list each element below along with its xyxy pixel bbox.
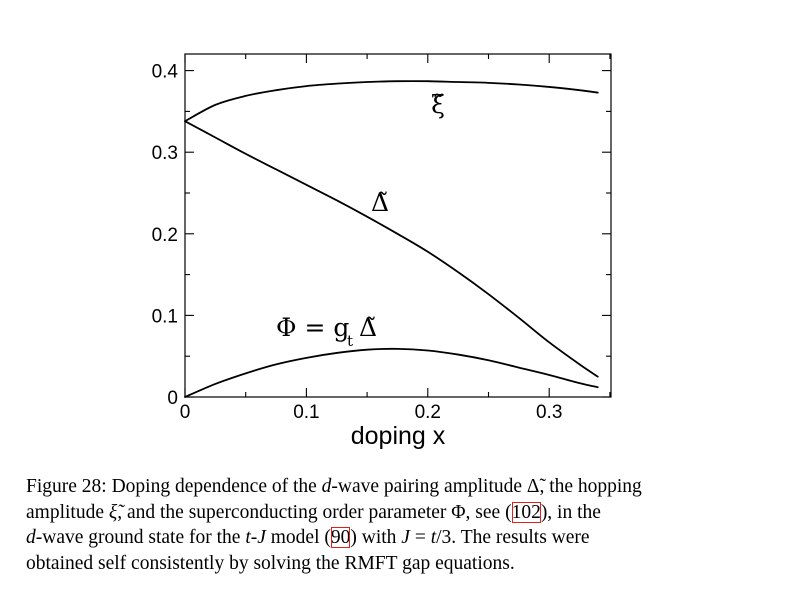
caption-text: ) with	[350, 527, 402, 548]
caption-text: ), in the	[540, 501, 601, 523]
citation-link-102[interactable]: 102	[511, 501, 541, 523]
caption-line-4: obtained self consistently by solving th…	[26, 552, 515, 574]
axis-tick-labels: 0 0.1 0.2 0.3 0 0.1 0.2 0.3 0.4	[152, 62, 563, 423]
plot-frame	[184, 53, 612, 398]
caption-text: model (	[265, 527, 331, 548]
curve-label-delta: Δ̃	[371, 188, 389, 217]
caption-text: , and the superconducting order paramete…	[117, 501, 512, 523]
y-tick-label: 0	[167, 388, 178, 409]
curve-label-xi: ξ̃	[431, 90, 445, 119]
caption-italic: J	[401, 527, 410, 548]
caption-italic: J	[257, 527, 266, 548]
caption-italic: t	[245, 527, 251, 548]
x-tick-label: 0.1	[293, 402, 319, 423]
axis-ticks	[184, 54, 611, 398]
caption-italic: t	[430, 527, 437, 548]
curve-label-phi: Φ = g t Δ̃	[276, 313, 377, 350]
series-delta-curve	[184, 120, 599, 378]
x-tick-label: 0	[180, 402, 191, 423]
caption-text: Figure 28: Doping dependence of the	[26, 476, 322, 497]
x-axis-title: doping x	[351, 422, 446, 450]
caption-italic: d	[321, 476, 332, 497]
caption-text: amplitude	[26, 501, 109, 523]
caption-line-3: d-wave ground state for the t-J model (9…	[26, 525, 742, 551]
figure-caption: Figure 28: Doping dependence of the d-wa…	[26, 474, 742, 576]
y-tick-label: 0.4	[152, 62, 179, 83]
citation-link-90[interactable]: 90	[330, 527, 351, 548]
caption-text: -wave ground state for the	[35, 527, 246, 548]
caption-line-2: amplitude ξ̃, and the superconducting or…	[26, 500, 742, 526]
caption-text: =	[409, 527, 431, 548]
caption-text: -wave pairing amplitude Δ̃, the hopping	[331, 476, 642, 497]
caption-text: -	[250, 527, 258, 548]
caption-italic: d	[26, 527, 36, 548]
y-tick-label: 0.3	[152, 143, 178, 164]
series-xi-curve	[184, 80, 599, 123]
curve-label-phi-delta: Δ̃	[359, 313, 377, 342]
x-tick-label: 0.3	[536, 402, 562, 423]
x-tick-label: 0.2	[415, 402, 441, 423]
caption-italic: ξ̃	[108, 501, 118, 523]
caption-text: /3. The results were	[436, 527, 590, 548]
caption-line-1: Figure 28: Doping dependence of the d-wa…	[26, 474, 742, 500]
series-phi-curve	[184, 347, 599, 398]
curve-label-phi-subscript: t	[347, 332, 353, 350]
y-tick-label: 0.1	[152, 306, 178, 327]
y-tick-label: 0.2	[152, 225, 178, 246]
curve-label-phi-main: Φ = g	[276, 313, 349, 342]
data-curves	[184, 80, 599, 398]
